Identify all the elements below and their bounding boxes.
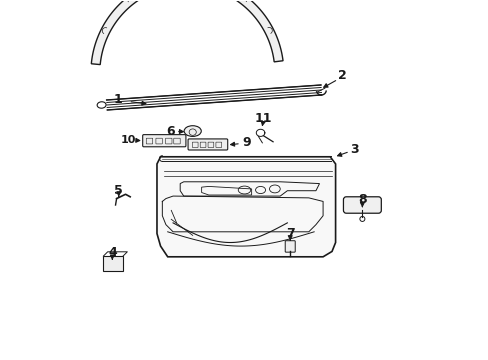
Polygon shape bbox=[157, 157, 335, 257]
Text: 4: 4 bbox=[108, 246, 117, 258]
FancyBboxPatch shape bbox=[285, 241, 295, 252]
Ellipse shape bbox=[184, 126, 201, 136]
Polygon shape bbox=[103, 256, 123, 271]
Text: 10: 10 bbox=[121, 135, 136, 145]
FancyBboxPatch shape bbox=[142, 135, 185, 147]
FancyBboxPatch shape bbox=[343, 197, 381, 213]
Text: 5: 5 bbox=[114, 184, 123, 197]
Text: 1: 1 bbox=[113, 94, 122, 107]
Text: 9: 9 bbox=[242, 136, 250, 149]
Text: 11: 11 bbox=[255, 112, 272, 125]
Text: 3: 3 bbox=[349, 143, 358, 156]
FancyBboxPatch shape bbox=[188, 139, 227, 150]
Text: 2: 2 bbox=[338, 69, 346, 82]
Polygon shape bbox=[91, 0, 283, 64]
Text: 7: 7 bbox=[285, 227, 294, 240]
Text: 8: 8 bbox=[357, 193, 366, 206]
Text: 6: 6 bbox=[165, 125, 174, 138]
